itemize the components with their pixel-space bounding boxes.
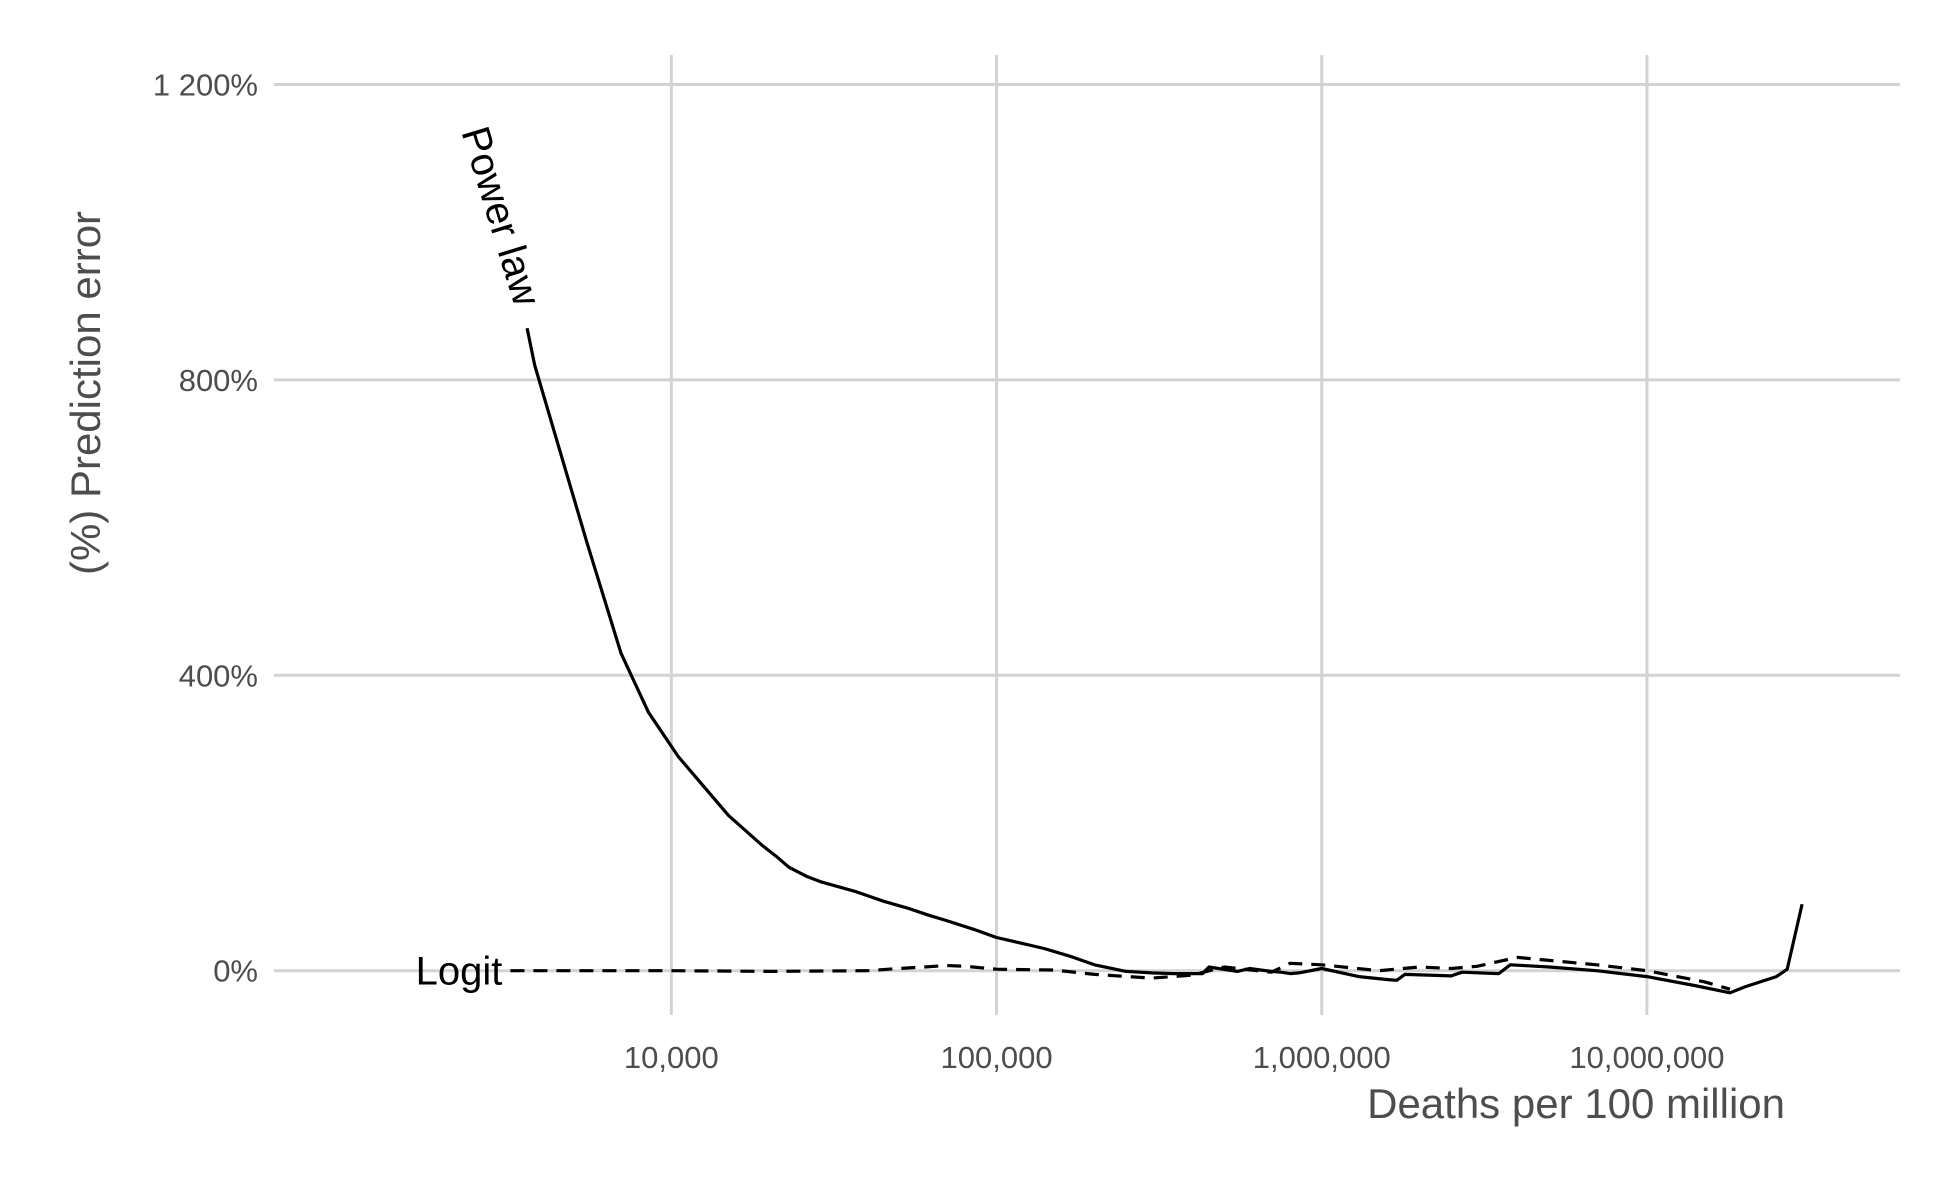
grid-layer <box>274 55 1900 1015</box>
x-tick-label: 1,000,000 <box>1253 1040 1391 1075</box>
x-tick-label: 10,000,000 <box>1569 1040 1724 1075</box>
series-line-logit <box>510 955 1731 991</box>
y-tick-label: 1 200% <box>153 68 258 103</box>
series-label-logit: Logit <box>416 950 503 994</box>
y-axis-title: (%) Prediction error <box>62 211 109 575</box>
y-tick-label: 400% <box>179 658 258 693</box>
series-line-power-law <box>525 327 1804 995</box>
x-tick-label: 100,000 <box>941 1040 1053 1075</box>
y-tick-label: 0% <box>213 954 258 989</box>
series-labels: Power law Logit <box>416 122 549 994</box>
x-axis-title: Deaths per 100 million <box>1367 1080 1785 1127</box>
tick-labels: 0% 400% 800% 1 200% 10,000 100,000 1,000,000 10… <box>153 68 1725 1075</box>
x-tick-label: 10,000 <box>624 1040 719 1075</box>
series-layer <box>510 327 1804 995</box>
y-tick-label: 800% <box>179 363 258 398</box>
series-label-power-law: Power law <box>453 122 549 311</box>
